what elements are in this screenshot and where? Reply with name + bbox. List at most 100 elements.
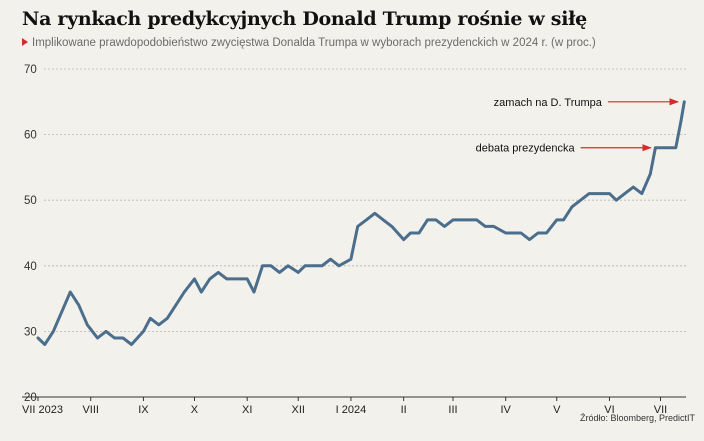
data-point — [674, 146, 677, 149]
data-point — [615, 199, 618, 202]
x-tick-label: III — [448, 404, 457, 416]
data-point — [659, 146, 662, 149]
data-point — [623, 192, 626, 195]
data-point — [312, 264, 315, 267]
data-point — [252, 290, 256, 294]
annotation-label: debata prezydencka — [476, 143, 576, 155]
data-point — [417, 231, 421, 235]
data-point — [166, 317, 169, 320]
data-point — [365, 218, 368, 222]
data-point — [654, 146, 657, 149]
data-point — [475, 218, 478, 222]
data-point — [130, 343, 133, 346]
x-tick-label: VIII — [82, 404, 99, 416]
data-point — [234, 277, 237, 281]
data-point — [409, 231, 412, 235]
chart-title: Na rynkach predykcyjnych Donald Trump ro… — [22, 8, 587, 30]
x-tick-label: VII 2023 — [22, 404, 63, 416]
data-point — [632, 185, 635, 189]
data-point — [121, 336, 125, 340]
x-tick-label: V — [553, 404, 561, 416]
data-point — [402, 238, 405, 241]
data-point — [149, 317, 152, 320]
data-point — [43, 343, 46, 346]
data-point — [373, 212, 376, 215]
data-point — [303, 264, 307, 267]
data-point — [587, 192, 591, 195]
data-point — [458, 218, 461, 222]
data-point — [60, 310, 63, 313]
data-point — [484, 225, 487, 228]
data-point — [511, 231, 514, 235]
data-point — [545, 231, 548, 235]
data-point — [329, 258, 332, 261]
data-point — [426, 218, 429, 222]
data-point — [320, 264, 324, 267]
subtitle-marker-icon — [22, 38, 28, 46]
y-tick-label: 20 — [24, 392, 37, 404]
data-point — [96, 336, 99, 340]
data-point — [519, 231, 523, 235]
data-point — [193, 277, 196, 281]
data-point — [467, 218, 470, 222]
y-tick-label: 40 — [24, 261, 37, 273]
data-point — [382, 218, 385, 222]
data-point — [679, 120, 683, 123]
data-point — [104, 330, 108, 333]
data-point — [608, 192, 611, 195]
data-point — [278, 271, 281, 274]
x-tick-label: I 2024 — [336, 404, 367, 416]
data-point — [286, 264, 290, 267]
data-point — [640, 192, 643, 195]
x-tick-label: XI — [242, 404, 252, 416]
chart-subtitle: Implikowane prawdopodobieństwo zwycięstw… — [22, 37, 596, 49]
data-point — [174, 304, 177, 307]
data-point — [451, 218, 455, 222]
data-point — [69, 290, 72, 294]
data-point — [683, 100, 686, 104]
data-point — [555, 218, 558, 222]
x-tick-label: IX — [138, 404, 149, 416]
y-tick-label: 50 — [24, 195, 37, 207]
data-point — [36, 336, 40, 340]
data-point — [217, 271, 220, 274]
data-point — [225, 277, 228, 281]
data-point — [443, 225, 446, 228]
y-tick-label: 60 — [24, 130, 37, 142]
data-point — [528, 238, 531, 241]
data-point — [562, 218, 565, 222]
data-point — [579, 199, 582, 202]
data-point — [200, 290, 203, 294]
annotation-label: zamach na D. Trumpa — [494, 97, 603, 109]
source-note: Źródło: Bloomberg, PredictIT — [579, 413, 695, 423]
x-tick-label: VII — [654, 404, 667, 416]
data-point — [492, 225, 495, 228]
data-point — [356, 225, 359, 228]
data-point — [666, 146, 669, 149]
data-point — [596, 192, 599, 195]
data-point — [261, 264, 264, 267]
data-point — [142, 330, 145, 333]
data-point — [390, 225, 393, 228]
data-point — [649, 172, 652, 176]
data-point — [208, 277, 211, 281]
data-point — [52, 330, 55, 333]
data-point — [113, 336, 116, 340]
data-point — [434, 218, 438, 222]
series-line — [36, 100, 686, 346]
data-point — [183, 290, 186, 294]
data-point — [297, 271, 300, 274]
subtitle-text: Implikowane prawdopodobieństwo zwycięstw… — [32, 37, 596, 49]
data-point — [570, 205, 574, 208]
y-tick-label: 30 — [24, 326, 37, 338]
data-point — [337, 264, 341, 267]
data-point — [77, 304, 81, 307]
data-point — [349, 258, 353, 261]
data-point — [504, 231, 507, 235]
data-point — [86, 323, 89, 326]
y-tick-label: 70 — [24, 64, 37, 76]
x-tick-label: XII — [291, 404, 304, 416]
data-point — [246, 277, 249, 281]
data-point — [269, 264, 273, 267]
